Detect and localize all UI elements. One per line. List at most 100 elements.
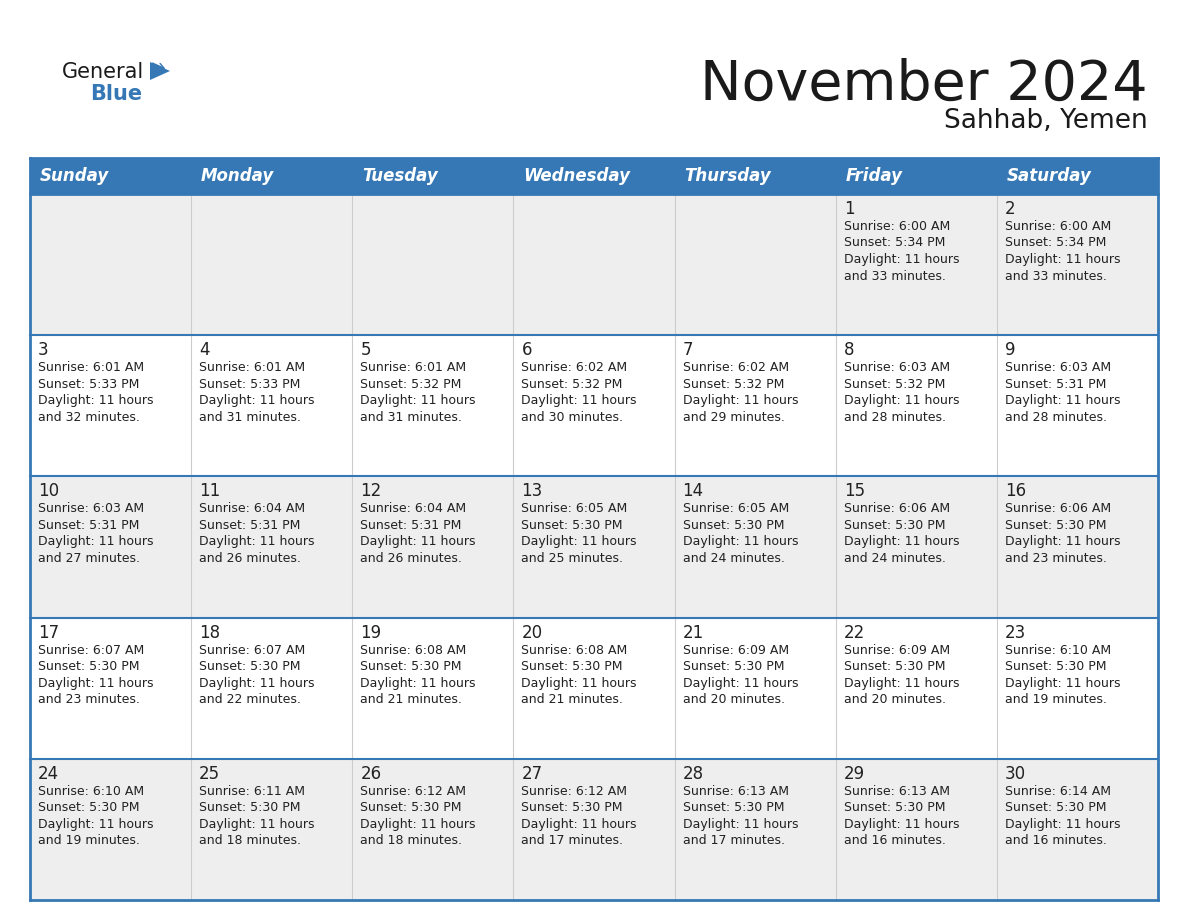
Text: Sunset: 5:31 PM: Sunset: 5:31 PM <box>38 519 139 532</box>
Text: Sunset: 5:30 PM: Sunset: 5:30 PM <box>683 519 784 532</box>
Text: 5: 5 <box>360 341 371 359</box>
Text: Sunrise: 6:09 AM: Sunrise: 6:09 AM <box>683 644 789 656</box>
Text: November 2024: November 2024 <box>701 58 1148 112</box>
Text: and 23 minutes.: and 23 minutes. <box>1005 552 1107 565</box>
Text: 11: 11 <box>200 482 221 500</box>
Text: Daylight: 11 hours: Daylight: 11 hours <box>843 818 959 831</box>
Text: Sunrise: 6:01 AM: Sunrise: 6:01 AM <box>200 361 305 375</box>
Text: 27: 27 <box>522 765 543 783</box>
Text: and 24 minutes.: and 24 minutes. <box>683 552 784 565</box>
Text: Sunrise: 6:00 AM: Sunrise: 6:00 AM <box>1005 220 1111 233</box>
Text: Sunrise: 6:08 AM: Sunrise: 6:08 AM <box>360 644 467 656</box>
Text: 12: 12 <box>360 482 381 500</box>
Text: Sunset: 5:30 PM: Sunset: 5:30 PM <box>522 660 623 673</box>
Text: 4: 4 <box>200 341 209 359</box>
Text: Sunrise: 6:05 AM: Sunrise: 6:05 AM <box>522 502 627 515</box>
Text: 15: 15 <box>843 482 865 500</box>
Text: and 32 minutes.: and 32 minutes. <box>38 410 140 424</box>
Text: 16: 16 <box>1005 482 1026 500</box>
Text: and 16 minutes.: and 16 minutes. <box>843 834 946 847</box>
Text: 9: 9 <box>1005 341 1016 359</box>
Text: and 20 minutes.: and 20 minutes. <box>683 693 784 706</box>
Text: Sunrise: 6:10 AM: Sunrise: 6:10 AM <box>38 785 144 798</box>
Text: Daylight: 11 hours: Daylight: 11 hours <box>522 677 637 689</box>
Text: Sunset: 5:31 PM: Sunset: 5:31 PM <box>200 519 301 532</box>
Text: and 24 minutes.: and 24 minutes. <box>843 552 946 565</box>
Text: 28: 28 <box>683 765 703 783</box>
Polygon shape <box>150 62 170 80</box>
Text: and 17 minutes.: and 17 minutes. <box>522 834 624 847</box>
Text: 10: 10 <box>38 482 59 500</box>
Text: and 28 minutes.: and 28 minutes. <box>843 410 946 424</box>
Bar <box>30 759 1158 900</box>
Text: Sunrise: 6:07 AM: Sunrise: 6:07 AM <box>38 644 144 656</box>
Text: Sunset: 5:32 PM: Sunset: 5:32 PM <box>843 377 946 391</box>
Text: Daylight: 11 hours: Daylight: 11 hours <box>522 394 637 408</box>
Text: Daylight: 11 hours: Daylight: 11 hours <box>683 818 798 831</box>
Text: Tuesday: Tuesday <box>362 167 438 185</box>
Text: Sunset: 5:30 PM: Sunset: 5:30 PM <box>1005 801 1106 814</box>
Text: Sunset: 5:30 PM: Sunset: 5:30 PM <box>522 519 623 532</box>
Text: 25: 25 <box>200 765 220 783</box>
Text: Daylight: 11 hours: Daylight: 11 hours <box>200 677 315 689</box>
Text: and 26 minutes.: and 26 minutes. <box>360 552 462 565</box>
Text: 18: 18 <box>200 623 220 642</box>
Text: Sunset: 5:30 PM: Sunset: 5:30 PM <box>683 801 784 814</box>
Text: Sunset: 5:30 PM: Sunset: 5:30 PM <box>843 801 946 814</box>
Text: and 33 minutes.: and 33 minutes. <box>843 270 946 283</box>
Text: and 19 minutes.: and 19 minutes. <box>38 834 140 847</box>
Text: and 18 minutes.: and 18 minutes. <box>200 834 301 847</box>
Text: Daylight: 11 hours: Daylight: 11 hours <box>683 394 798 408</box>
Text: and 20 minutes.: and 20 minutes. <box>843 693 946 706</box>
Text: and 19 minutes.: and 19 minutes. <box>1005 693 1107 706</box>
Text: Thursday: Thursday <box>684 167 771 185</box>
Text: and 22 minutes.: and 22 minutes. <box>200 693 301 706</box>
Text: Sunrise: 6:13 AM: Sunrise: 6:13 AM <box>843 785 949 798</box>
Text: and 21 minutes.: and 21 minutes. <box>522 693 624 706</box>
Text: and 29 minutes.: and 29 minutes. <box>683 410 784 424</box>
Text: Sunset: 5:31 PM: Sunset: 5:31 PM <box>360 519 462 532</box>
Text: and 31 minutes.: and 31 minutes. <box>200 410 301 424</box>
Text: Blue: Blue <box>90 84 143 104</box>
Text: 23: 23 <box>1005 623 1026 642</box>
Text: and 31 minutes.: and 31 minutes. <box>360 410 462 424</box>
Text: Sunrise: 6:10 AM: Sunrise: 6:10 AM <box>1005 644 1111 656</box>
Text: and 27 minutes.: and 27 minutes. <box>38 552 140 565</box>
Text: Daylight: 11 hours: Daylight: 11 hours <box>38 535 153 548</box>
Text: 14: 14 <box>683 482 703 500</box>
Text: Daylight: 11 hours: Daylight: 11 hours <box>843 677 959 689</box>
Text: General: General <box>62 62 144 82</box>
Text: Daylight: 11 hours: Daylight: 11 hours <box>683 535 798 548</box>
Text: Sunset: 5:30 PM: Sunset: 5:30 PM <box>683 660 784 673</box>
Text: Sunrise: 6:06 AM: Sunrise: 6:06 AM <box>1005 502 1111 515</box>
Text: Daylight: 11 hours: Daylight: 11 hours <box>843 394 959 408</box>
Text: 2: 2 <box>1005 200 1016 218</box>
Text: Sunrise: 6:09 AM: Sunrise: 6:09 AM <box>843 644 950 656</box>
Text: Sunrise: 6:08 AM: Sunrise: 6:08 AM <box>522 644 627 656</box>
Bar <box>30 194 1158 335</box>
Text: 22: 22 <box>843 623 865 642</box>
Text: Daylight: 11 hours: Daylight: 11 hours <box>38 677 153 689</box>
Text: Daylight: 11 hours: Daylight: 11 hours <box>360 394 475 408</box>
Text: 3: 3 <box>38 341 49 359</box>
Text: Daylight: 11 hours: Daylight: 11 hours <box>200 818 315 831</box>
Text: Sunrise: 6:12 AM: Sunrise: 6:12 AM <box>522 785 627 798</box>
Bar <box>30 335 1158 476</box>
Text: 21: 21 <box>683 623 703 642</box>
Text: 26: 26 <box>360 765 381 783</box>
Text: Sunset: 5:30 PM: Sunset: 5:30 PM <box>522 801 623 814</box>
Text: Sunrise: 6:06 AM: Sunrise: 6:06 AM <box>843 502 950 515</box>
Text: Sunset: 5:30 PM: Sunset: 5:30 PM <box>360 801 462 814</box>
Text: Daylight: 11 hours: Daylight: 11 hours <box>1005 394 1120 408</box>
Text: Sunset: 5:30 PM: Sunset: 5:30 PM <box>200 660 301 673</box>
Text: 20: 20 <box>522 623 543 642</box>
Text: and 16 minutes.: and 16 minutes. <box>1005 834 1107 847</box>
Text: Sunrise: 6:02 AM: Sunrise: 6:02 AM <box>522 361 627 375</box>
Text: and 23 minutes.: and 23 minutes. <box>38 693 140 706</box>
Text: Sunset: 5:30 PM: Sunset: 5:30 PM <box>38 801 139 814</box>
Bar <box>30 618 1158 759</box>
Text: Sunday: Sunday <box>40 167 109 185</box>
Text: 24: 24 <box>38 765 59 783</box>
Text: 8: 8 <box>843 341 854 359</box>
Text: Sunrise: 6:00 AM: Sunrise: 6:00 AM <box>843 220 950 233</box>
